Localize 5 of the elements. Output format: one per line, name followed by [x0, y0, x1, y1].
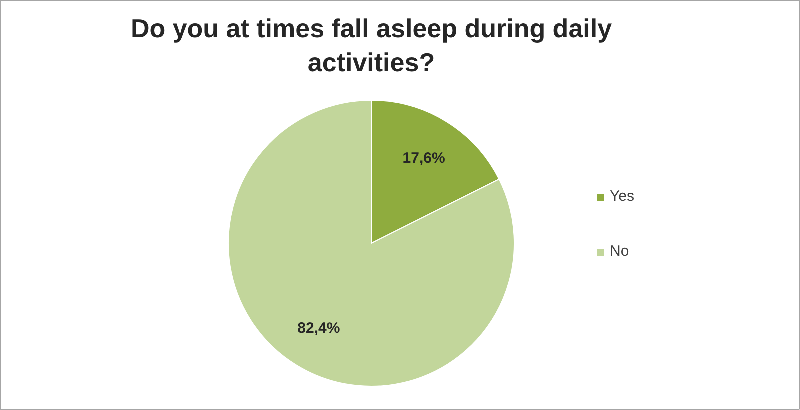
chart-title: Do you at times fall asleep during daily activities?: [130, 14, 613, 78]
legend-label: No: [610, 243, 630, 260]
data-label: 17,6%: [402, 150, 446, 167]
legend-label: Yes: [610, 188, 634, 205]
data-label: 82,4%: [298, 320, 340, 338]
